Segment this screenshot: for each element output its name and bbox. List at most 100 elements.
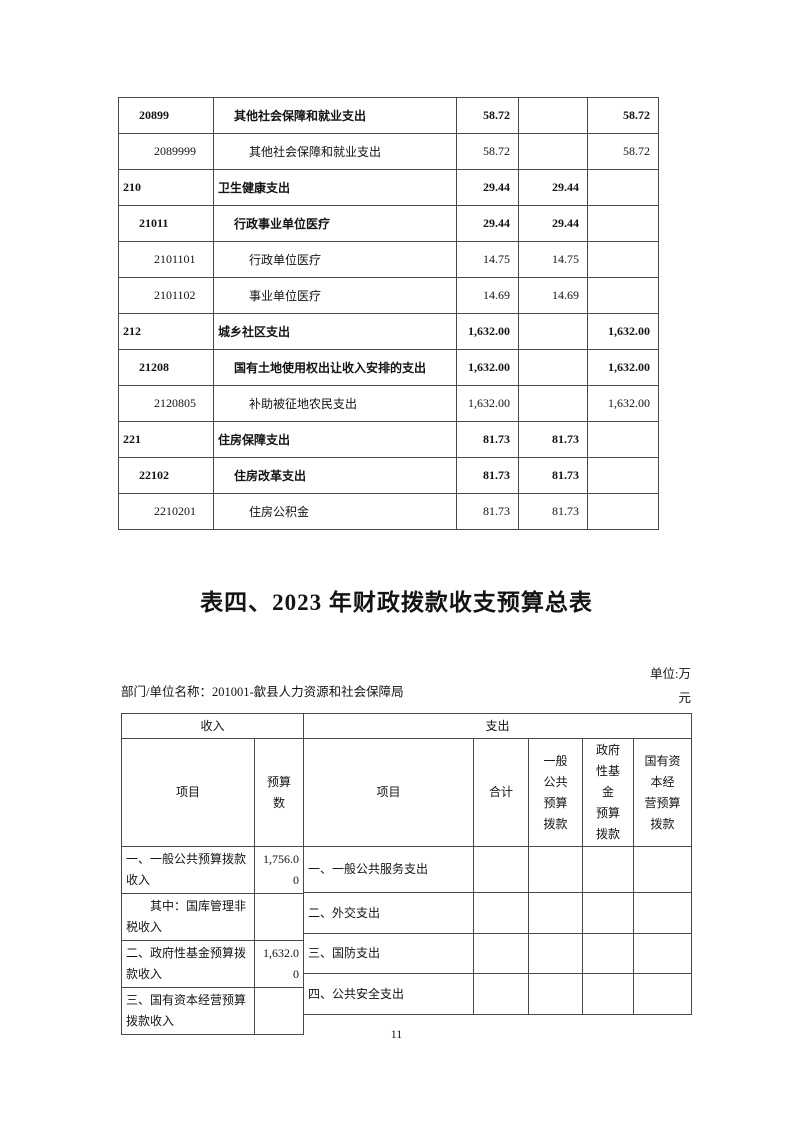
value-cell: 81.73 xyxy=(456,493,519,530)
table-row: 2089999 其他社会保障和就业支出 58.72 58.72 xyxy=(118,133,659,170)
budget-value-cell: 1,632.00 xyxy=(253,940,305,988)
value-cell xyxy=(587,277,659,314)
value-cell: 14.69 xyxy=(456,277,519,314)
table-row: 22102 住房改革支出 81.73 81.73 xyxy=(118,457,659,494)
table-row: 2101101 行政单位医疗 14.75 14.75 xyxy=(118,241,659,278)
value-cell: 58.72 xyxy=(587,133,659,170)
column-header-budget: 预算 数 xyxy=(253,738,305,847)
column-header-general-budget: 一般 公共 预算 拨款 xyxy=(528,738,584,847)
value-cell: 81.73 xyxy=(518,457,588,494)
value-cell: 1,632.00 xyxy=(587,313,659,350)
value-cell: 1,632.00 xyxy=(456,349,519,386)
code-cell: 22102 xyxy=(118,457,214,494)
value-cell xyxy=(582,973,635,1015)
value-cell xyxy=(587,205,659,242)
value-cell: 58.72 xyxy=(456,97,519,134)
table-row: 其中：国库管理非税收入 xyxy=(121,893,305,941)
code-cell: 2120805 xyxy=(118,385,214,422)
value-cell: 1,632.00 xyxy=(456,313,519,350)
name-cell: 其他社会保障和就业支出 xyxy=(213,133,457,170)
income-subtable: 收入 项目 预算 数 一、一般公共预算拨款收入 1,756.00 其中：国库管理… xyxy=(120,713,305,1035)
column-header-item: 项目 xyxy=(121,738,255,847)
income-item-cell: 其中：国库管理非税收入 xyxy=(121,893,255,941)
value-cell: 14.75 xyxy=(456,241,519,278)
value-cell: 58.72 xyxy=(587,97,659,134)
value-cell xyxy=(587,241,659,278)
code-cell: 221 xyxy=(118,421,214,458)
value-cell: 1,632.00 xyxy=(587,349,659,386)
expense-item-cell: 四、公共安全支出 xyxy=(303,973,475,1015)
value-cell: 29.44 xyxy=(456,169,519,206)
value-cell xyxy=(518,133,588,170)
table-row: 21011 行政事业单位医疗 29.44 29.44 xyxy=(118,205,659,242)
value-cell xyxy=(473,933,530,974)
value-cell: 81.73 xyxy=(456,457,519,494)
value-cell: 1,632.00 xyxy=(587,385,659,422)
table-row: 项目 合计 一般 公共 预算 拨款 政府 性基 金 预算 拨款 国有资 本经 营… xyxy=(303,738,693,847)
expense-header: 支出 xyxy=(303,713,693,739)
value-cell xyxy=(582,846,635,893)
value-cell xyxy=(528,973,584,1015)
value-cell: 14.69 xyxy=(518,277,588,314)
name-cell: 卫生健康支出 xyxy=(213,169,457,206)
value-cell xyxy=(528,846,584,893)
table-row: 2210201 住房公积金 81.73 81.73 xyxy=(118,493,659,530)
value-cell xyxy=(587,169,659,206)
value-cell xyxy=(518,349,588,386)
value-cell xyxy=(518,97,588,134)
income-item-cell: 二、政府性基金预算拨款收入 xyxy=(121,940,255,988)
value-cell xyxy=(518,313,588,350)
code-cell: 21208 xyxy=(118,349,214,386)
table-row: 21208 国有土地使用权出让收入安排的支出 1,632.00 1,632.00 xyxy=(118,349,659,386)
table-row: 三、国防支出 xyxy=(303,933,693,974)
value-cell xyxy=(582,933,635,974)
value-cell xyxy=(633,846,693,893)
value-cell xyxy=(518,385,588,422)
table-row: 2101102 事业单位医疗 14.69 14.69 xyxy=(118,277,659,314)
value-cell: 81.73 xyxy=(518,421,588,458)
value-cell: 81.73 xyxy=(518,493,588,530)
column-header-gov-fund: 政府 性基 金 预算 拨款 xyxy=(582,738,635,847)
table-row: 三、国有资本经营预算拨款收入 xyxy=(121,987,305,1035)
table-row: 212 城乡社区支出 1,632.00 1,632.00 xyxy=(118,313,659,350)
column-header-total: 合计 xyxy=(473,738,530,847)
table-row: 210 卫生健康支出 29.44 29.44 xyxy=(118,169,659,206)
code-cell: 20899 xyxy=(118,97,214,134)
value-cell: 1,632.00 xyxy=(456,385,519,422)
value-cell: 29.44 xyxy=(518,205,588,242)
table-row: 20899 其他社会保障和就业支出 58.72 58.72 xyxy=(118,97,659,134)
table-row: 支出 xyxy=(303,713,693,739)
code-cell: 2210201 xyxy=(118,493,214,530)
expense-item-cell: 一、一般公共服务支出 xyxy=(303,846,475,893)
income-item-cell: 一、一般公共预算拨款收入 xyxy=(121,846,255,894)
value-cell xyxy=(587,421,659,458)
value-cell xyxy=(473,846,530,893)
budget-value-cell: 1,756.00 xyxy=(253,846,305,894)
value-cell xyxy=(473,973,530,1015)
table-row: 2120805 补助被征地农民支出 1,632.00 1,632.00 xyxy=(118,385,659,422)
name-cell: 住房改革支出 xyxy=(213,457,457,494)
name-cell: 住房保障支出 xyxy=(213,421,457,458)
income-header: 收入 xyxy=(120,713,305,739)
value-cell xyxy=(587,493,659,530)
table-row: 二、外交支出 xyxy=(303,892,693,934)
value-cell: 81.73 xyxy=(456,421,519,458)
value-cell xyxy=(528,892,584,934)
name-cell: 城乡社区支出 xyxy=(213,313,457,350)
column-header-item: 项目 xyxy=(303,738,475,847)
name-cell: 住房公积金 xyxy=(213,493,457,530)
page-number: 11 xyxy=(390,1027,403,1041)
name-cell: 事业单位医疗 xyxy=(213,277,457,314)
name-cell: 补助被征地农民支出 xyxy=(213,385,457,422)
table-row: 项目 预算 数 xyxy=(121,738,305,847)
value-cell xyxy=(633,892,693,934)
code-cell: 21011 xyxy=(118,205,214,242)
code-cell: 210 xyxy=(118,169,214,206)
name-cell: 其他社会保障和就业支出 xyxy=(213,97,457,134)
code-cell: 2089999 xyxy=(118,133,214,170)
name-cell: 国有土地使用权出让收入安排的支出 xyxy=(213,349,457,386)
table-row: 收入 xyxy=(120,713,305,739)
expense-item-cell: 三、国防支出 xyxy=(303,933,475,974)
budget-value-cell xyxy=(253,987,305,1035)
